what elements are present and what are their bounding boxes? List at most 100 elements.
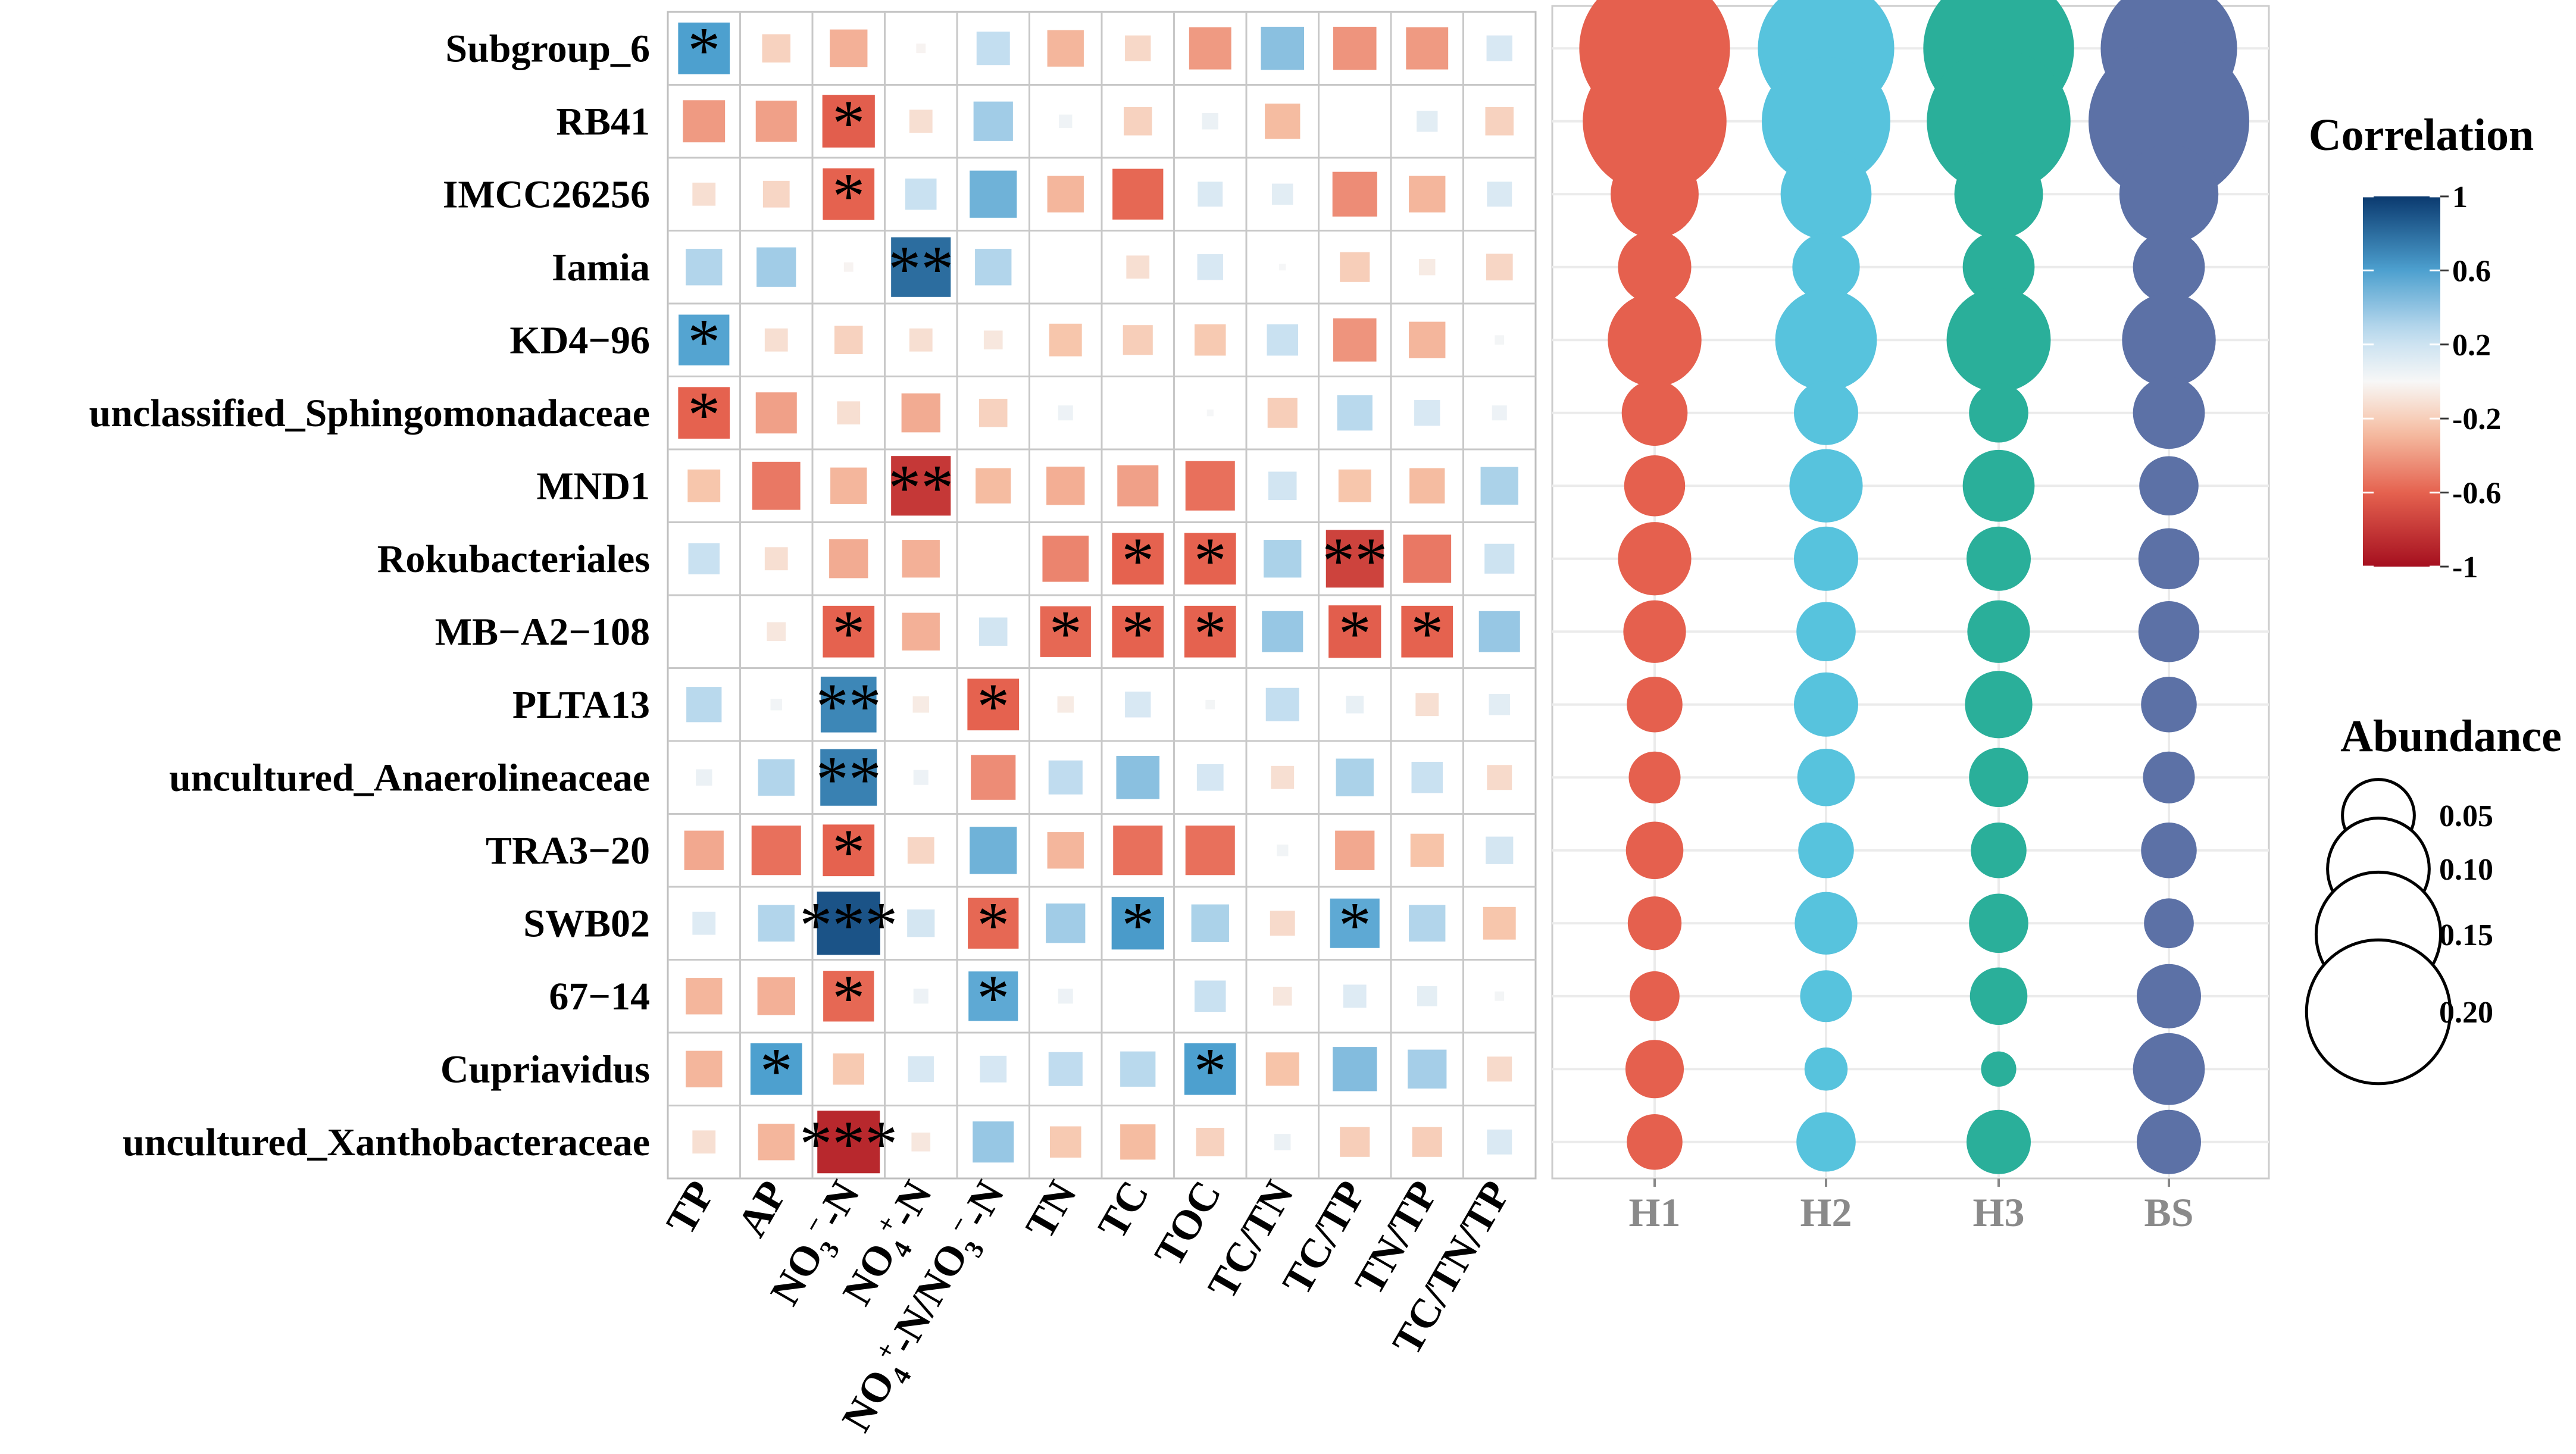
heatmap-cell-subgroup-6-tc-tp [1333,26,1377,70]
bubble-h1-unclassified-sphingomonadaceae [1621,380,1688,446]
heatmap-cell-kd4-96-tn [1049,323,1082,357]
heatmap-cell-tra3-20-tc [1113,826,1163,875]
row-label-uncultured-anaerolineaceae: uncultured_Anaerolineaceae [169,756,650,799]
bubble-h3-rokubacteriales [1967,526,2031,591]
heatmap-cell-unclassified-sphingomonadaceae-tc-tp [1337,395,1373,431]
heatmap-cell-tra3-20-toc [1185,826,1235,875]
colorbar-title: Correlation [2309,110,2534,160]
heatmap-cell-plta13-tn-tp [1415,693,1439,717]
heatmap-cell-imcc26256-tn [1047,176,1084,212]
heatmap-cell-mnd1-tn-tp [1409,468,1445,504]
bubble-h1-rokubacteriales [1618,522,1692,596]
heatmap-cell-imcc26256-tc-tn-tp [1487,182,1512,207]
heatmap-cell-uncultured-xanthobacteraceae-tc-tp [1340,1127,1370,1157]
heatmap-cell-subgroup-6-tc-tn [1261,26,1305,70]
heatmap-cell-uncultured-anaerolineaceae-tc-tp [1336,758,1374,796]
heatmap-cell-67-14-no4-n [913,989,929,1004]
heatmap-cell-swb02-tc-tp [1330,898,1380,948]
heatmap-cell-tra3-20-no3-n [823,824,875,877]
heatmap-cell-mnd1-no4-n-no3-n [976,468,1011,504]
row-label-mb-a2-108: MB−A2−108 [435,610,650,653]
size-legend-label: 0.20 [2439,996,2493,1030]
heatmap-panel: ********** * *** * * * * *** ******* * * ** ** ****Su… [89,11,1537,1439]
x-tick-label-h1: H1 [1629,1190,1681,1235]
heatmap-cell-mb-a2-108-tc-tn [1262,611,1303,652]
heatmap-cell-rokubacteriales-tc-tn [1264,540,1302,578]
heatmap-cell-rb41-tc-tn [1265,104,1300,139]
significance-mark: * [1121,524,1154,597]
heatmap-cell-uncultured-anaerolineaceae-no3-n [820,749,877,806]
bubble-h2-uncultured-xanthobacteraceae [1796,1112,1856,1172]
heatmap-cell-mnd1-tc-tp [1338,469,1371,502]
bubble-bs-rokubacteriales [2138,528,2200,589]
heatmap-cell-rokubacteriales-tp [688,543,720,575]
bubble-h3-tra3-20 [1971,822,2027,878]
heatmap-cell-mb-a2-108-no3-n [823,605,875,658]
bubble-bs-imcc26256 [2119,145,2219,244]
heatmap-cell-swb02-no4-n [907,909,935,937]
heatmap-cell-kd4-96-tc-tn [1267,324,1299,356]
bubble-h2-iamia [1792,233,1860,301]
bubble-h3-imcc26256 [1954,149,2043,239]
heatmap-cell-uncultured-anaerolineaceae-no4-n [913,770,929,785]
heatmap-cell-rb41-tc [1123,107,1152,136]
x-tick-label-h3: H3 [1973,1190,2025,1235]
heatmap-cell-kd4-96-tc [1123,325,1153,355]
heatmap-cell-uncultured-anaerolineaceae-ap [758,759,795,796]
heatmap-cell-swb02-ap [758,905,795,942]
heatmap-cell-swb02-toc [1191,904,1229,942]
x-tick-label-h2: H2 [1800,1190,1852,1235]
heatmap-cell-imcc26256-tp [692,182,716,206]
significance-mark: *** [799,889,898,961]
heatmap-cell-rb41-toc [1202,113,1218,130]
heatmap-cell-rokubacteriales-tn-tp [1403,534,1452,583]
heatmap-cell-subgroup-6-no3-n [830,29,868,67]
bubble-bs-rb41 [2089,40,2249,202]
heatmap-cell-kd4-96-tn-tp [1409,321,1446,358]
colorbar-tick-label: 1 [2452,180,2468,214]
heatmap-cell-rokubacteriales-no4-n [902,540,940,578]
bubble-h2-swb02 [1795,892,1858,955]
heatmap-cell-tra3-20-ap [751,826,801,875]
heatmap-cell-mnd1-tp [687,469,721,502]
colorbar-tick-label: -0.2 [2452,402,2501,436]
bubble-bs-kd4-96 [2122,293,2216,387]
significance-mark: ** [888,451,954,524]
heatmap-cell-kd4-96-no4-n [909,328,933,352]
heatmap-cell-67-14-tn-tp [1417,986,1437,1006]
bubble-h1-mnd1 [1624,455,1686,517]
row-label-subgroup-6: Subgroup_6 [445,27,650,70]
heatmap-cell-mb-a2-108-no4-n-no3-n [978,617,1008,646]
bubble-bs-tra3-20 [2141,822,2197,878]
heatmap-cell-cupriavidus-tc-tn-tp [1487,1056,1512,1082]
heatmap-cell-rb41-ap [755,101,797,142]
bubble-h2-imcc26256 [1780,148,1872,240]
heatmap-cell-plta13-no4-n [912,696,929,713]
heatmap-cell-unclassified-sphingomonadaceae-no4-n-no3-n [978,398,1008,427]
significance-mark: * [1194,524,1227,597]
colorbar-tick-label: 0.2 [2452,329,2491,362]
colorbar-tick-label: 0.6 [2452,254,2491,288]
heatmap-cell-swb02-tc-tn-tp [1483,906,1516,940]
heatmap-cell-uncultured-xanthobacteraceae-tc-tn-tp [1487,1129,1512,1155]
heatmap-cell-rokubacteriales-tc-tn-tp [1484,543,1515,574]
bubble-panel: H1 H2 H3 BS [1551,0,2270,1235]
heatmap-cell-iamia-toc [1197,254,1223,280]
row-label-iamia: Iamia [552,246,650,289]
heatmap-cell-imcc26256-no3-n [823,168,875,220]
size-legend-label: 0.15 [2439,918,2493,952]
significance-mark: ** [1322,524,1387,597]
heatmap-cell-mnd1-toc [1185,461,1235,511]
row-label-tra3-20: TRA3−20 [486,829,650,873]
heatmap-cell-uncultured-anaerolineaceae-toc [1196,764,1224,791]
heatmap-cell-uncultured-anaerolineaceae-no4-n-no3-n [971,755,1016,800]
bubble-h2-mnd1 [1789,449,1863,523]
heatmap-cell-rb41-no4-n [909,110,933,133]
significance-mark: * [832,962,865,1034]
legend-panel: Correlation 1 0.6 0.2 -0.2 -0.6 -1 Abundance 0.0… [2305,110,2562,1086]
bubble-bs-iamia [2133,231,2205,304]
bubble-h3-iamia [1962,231,2035,304]
heatmap-cell-mb-a2-108-toc [1184,605,1236,658]
heatmap-cell-subgroup-6-ap [762,34,791,63]
heatmap-cell-kd4-96-no4-n-no3-n [983,330,1003,350]
